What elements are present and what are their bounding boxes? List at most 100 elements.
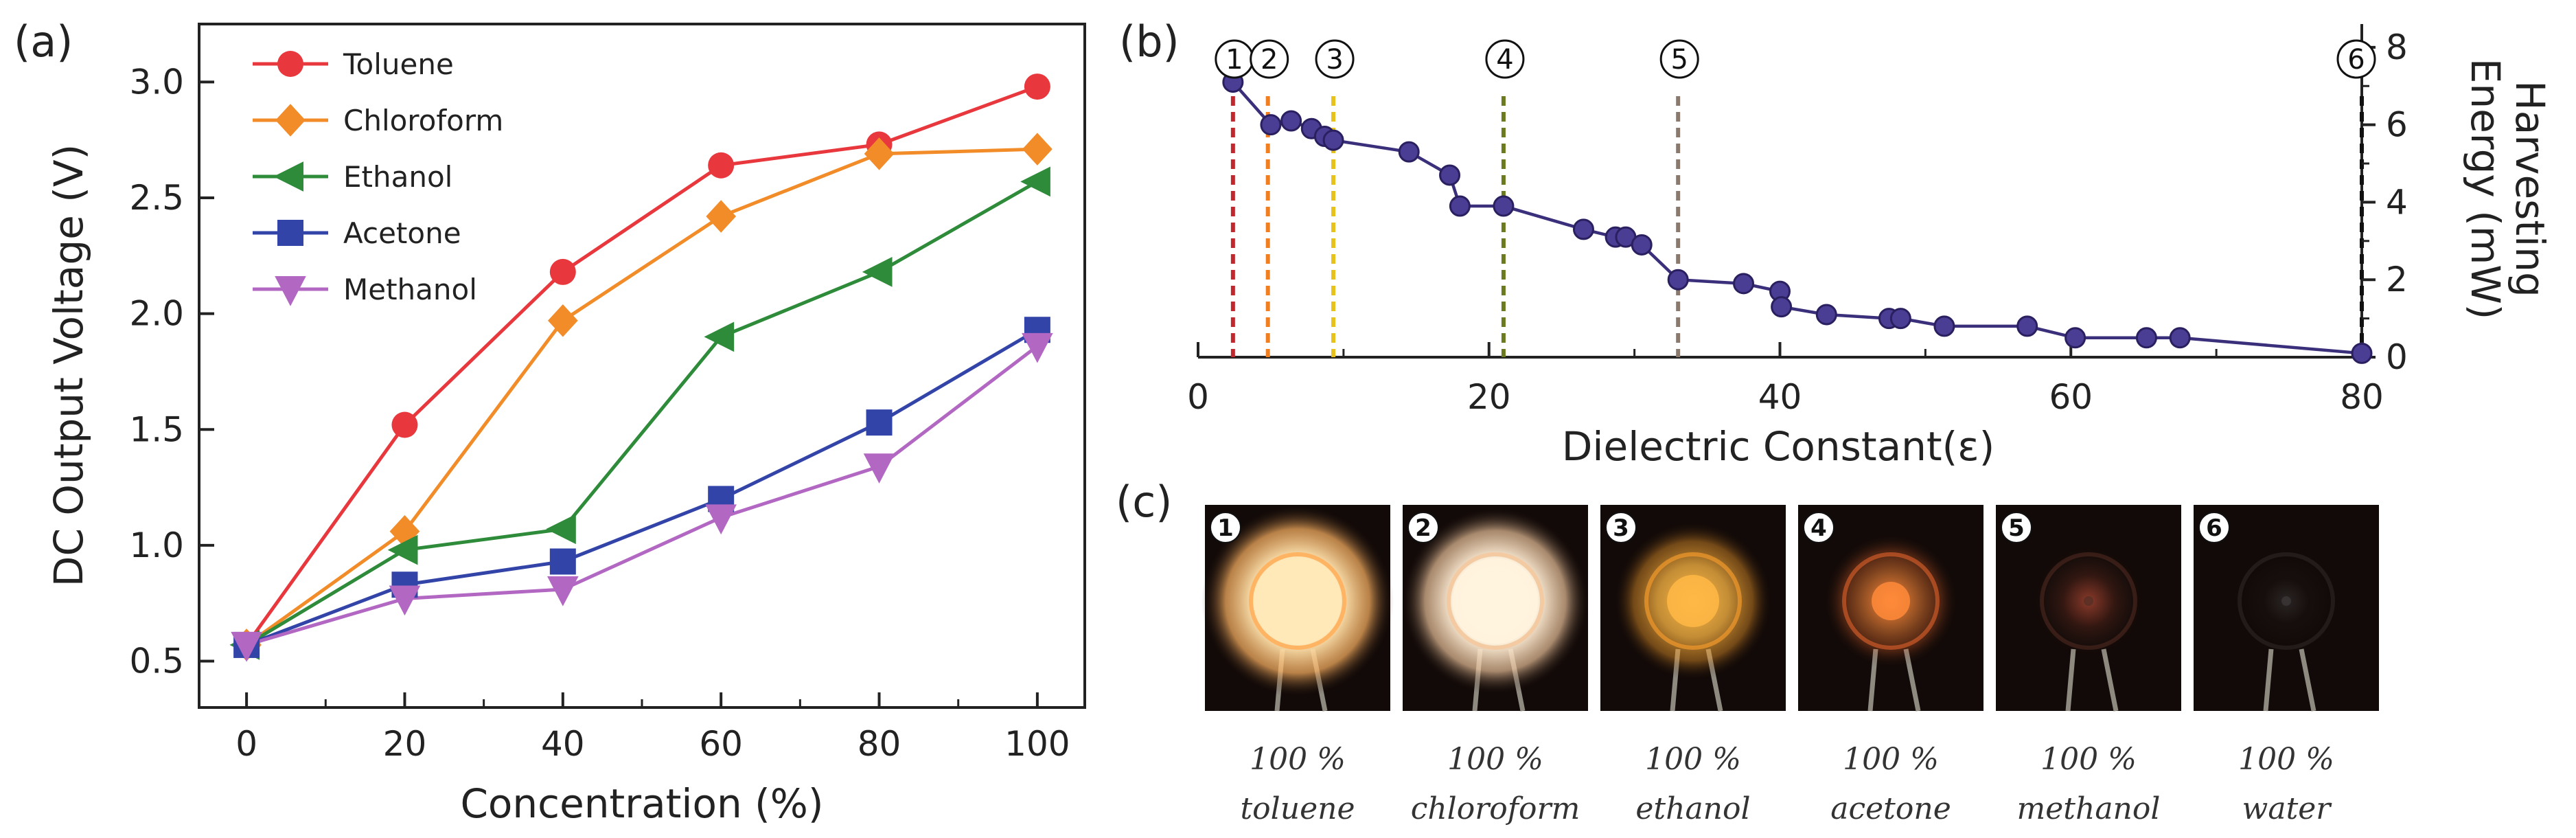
chart-b-point [1667, 269, 1689, 291]
chart-b-point [1933, 315, 1955, 337]
legend-marker-methanol [275, 276, 306, 306]
chart-a-point-ethanol [546, 514, 576, 545]
chart-a-ytick-label: 2.5 [129, 178, 184, 218]
chart-b-point [1280, 110, 1302, 132]
legend-label-chloroform: Chloroform [343, 104, 503, 137]
chart-a-ytick-label: 1.0 [129, 525, 184, 565]
led-lead-left [2065, 648, 2076, 712]
chart-a-point-chloroform [547, 304, 578, 337]
legend-marker-ethanol [273, 161, 303, 192]
legend-label-methanol: Methanol [343, 273, 477, 306]
chart-a-point-toluene [1024, 73, 1050, 100]
led-caption-concentration: 100 % [1250, 742, 1346, 777]
chart-a-point-ethanol [387, 534, 418, 565]
led-core [1262, 565, 1333, 637]
chart-a-series-line-acetone [246, 328, 1039, 647]
led-photo-4: 4 100 % acetone [1798, 505, 1983, 826]
led-caption-concentration: 100 % [1447, 742, 1543, 777]
legend-marker-acetone [277, 220, 303, 246]
chart-b-point [1439, 164, 1461, 186]
chart-a-ytick-label: 3.0 [129, 62, 184, 102]
panel-label-b: (b) [1119, 16, 1180, 67]
led-photo-5: 5 100 % methanol [1996, 505, 2181, 826]
led-caption-concentration: 100 % [1843, 742, 1939, 777]
led-dome [2040, 552, 2137, 650]
led-photo-badge [1210, 512, 1241, 543]
chart-b-solvent-number-2: 2 [1261, 44, 1278, 76]
led-dome [2238, 552, 2335, 650]
chart-b-point [1260, 114, 1282, 136]
chart-a-xtick-label: 80 [858, 724, 901, 764]
led-core [2084, 596, 2093, 606]
chart-a-ytick-label: 2.0 [129, 294, 184, 334]
led-caption-solvent: toluene [1241, 791, 1355, 826]
led-photo-badge [1605, 512, 1637, 543]
led-caption-solvent: methanol [2017, 791, 2161, 826]
chart-b-ylabel-line1: Harvesting [2507, 80, 2553, 297]
chart-b-point [2169, 327, 2191, 349]
chart-b-ytick-label: 0 [2386, 337, 2408, 377]
legend-marker-chloroform [275, 104, 306, 137]
chart-b-point [1493, 195, 1515, 217]
chart-b-point [1815, 304, 1837, 326]
chart-a-point-methanol [231, 631, 262, 662]
panel-label-a: (a) [14, 16, 73, 67]
chart-b-solvent-number-1: 1 [1226, 44, 1243, 76]
chart-b-point [1631, 234, 1653, 256]
chart-b-solvent-number-4: 4 [1496, 44, 1513, 76]
led-core [2281, 596, 2291, 606]
chart-b-ytick-label: 2 [2386, 260, 2408, 299]
chart-a-xtick-label: 0 [235, 724, 257, 764]
chart-a-legend: Toluene Chloroform Ethanol Acetone Methanol [253, 47, 503, 306]
chart-a-point-methanol [389, 585, 421, 616]
led-caption-solvent: ethanol [1635, 791, 1750, 826]
led-photo-3: 3 100 % ethanol [1600, 505, 1786, 826]
panel-label-c: (c) [1116, 477, 1172, 527]
led-photo-number: 1 [1217, 514, 1234, 542]
led-photo-number: 2 [1415, 514, 1431, 542]
chart-b-xtick-label: 20 [1467, 377, 1511, 417]
chart-a-xtick-label: 60 [699, 724, 743, 764]
led-core [1461, 567, 1530, 635]
chart-b-point [1889, 308, 1911, 330]
led-caption-concentration: 100 % [2040, 742, 2137, 777]
led-caption-solvent: acetone [1830, 791, 1951, 826]
led-photo-number: 3 [1613, 514, 1629, 542]
chart-a-series-line-chloroform [245, 147, 1037, 646]
led-dome [1447, 552, 1544, 650]
chart-b-solvent-badge-6 [2336, 39, 2376, 79]
chart-b-solvent-badge-2 [1250, 39, 1289, 79]
led-photo-number: 5 [2008, 514, 2025, 542]
chart-a-point-chloroform [1022, 133, 1053, 166]
chart-b-point [2351, 342, 2373, 364]
chart-b-point [1733, 273, 1755, 295]
led-photo-badge [1407, 512, 1439, 543]
chart-a-point-ethanol [1020, 166, 1050, 197]
chart-a-point-methanol [1022, 332, 1053, 363]
chart-b-ytick-label: 4 [2386, 182, 2408, 222]
chart-b-solvent-badge-3 [1315, 39, 1355, 79]
led-core [1667, 575, 1719, 627]
legend-label-toluene: Toluene [343, 47, 454, 81]
chart-a: 0 20 40 60 80 100 0.5 1.0 1.5 2.0 2.5 3.0 Toluene Ch… [45, 23, 1086, 827]
led-photo-row: 1 100 % toluene 2 100 % chloroform 3 100 % ethan… [1201, 505, 2379, 826]
chart-a-series-line-ethanol [245, 180, 1039, 647]
led-caption-solvent: water [2242, 791, 2333, 826]
chart-a-xlabel: Concentration (%) [460, 780, 823, 827]
led-photo-6: 6 100 % water [2194, 505, 2379, 826]
chart-a-xtick-label: 40 [541, 724, 585, 764]
chart-a-series-line-toluene [245, 84, 1038, 646]
chart-a-point-chloroform [864, 137, 895, 170]
chart-a-frame [198, 23, 1086, 709]
led-dome [1249, 552, 1346, 650]
chart-b-xtick-label: 40 [1758, 377, 1802, 417]
chart-b-point [1771, 296, 1793, 318]
led-dome [1842, 552, 1940, 650]
chart-a-xtick-label: 20 [383, 724, 427, 764]
led-dome [1644, 552, 1742, 650]
chart-a-point-methanol [547, 576, 579, 607]
chart-a-point-chloroform [706, 200, 737, 233]
chart-b-xtick-label: 80 [2340, 377, 2384, 417]
chart-b-ytick-label: 8 [2386, 27, 2408, 67]
